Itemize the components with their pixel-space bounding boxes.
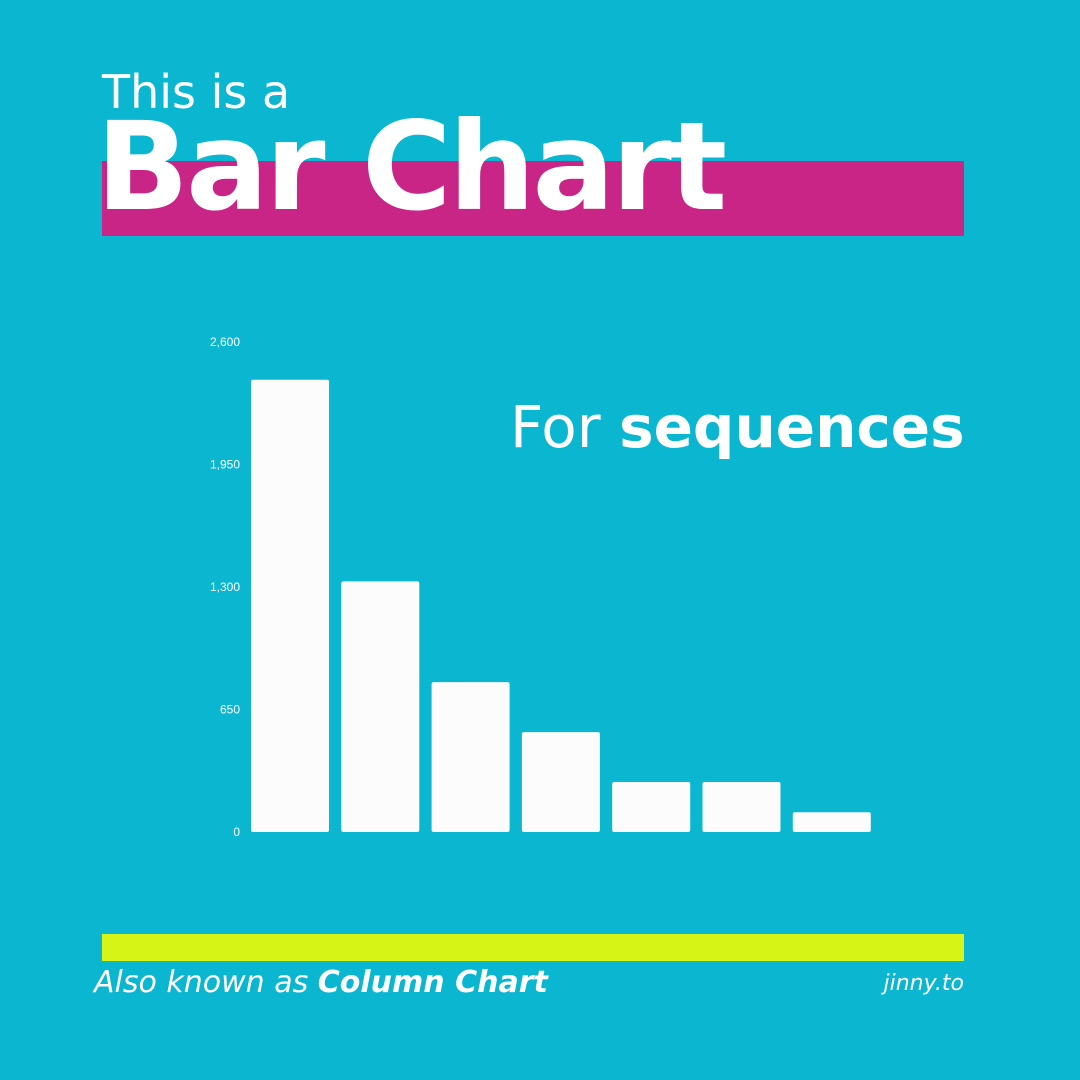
y-tick-label: 1,950 [210,458,240,472]
bar-4 [521,732,600,832]
y-tick-label: 650 [220,703,240,717]
callout-emphasis: sequences [619,393,965,461]
footer-site: jinny.to [883,971,964,996]
footer-alias-prefix: Also known as [94,965,318,1000]
y-axis: 0 650 1,300 1,950 2,600 [210,335,240,839]
y-tick-label: 2,600 [210,335,240,349]
bar-1 [251,379,329,832]
bar-series [251,379,871,832]
bar-3 [431,682,510,832]
y-tick-label: 0 [233,825,240,839]
bar-7 [792,812,871,832]
footer-alias: Also known as Column Chart [94,963,548,1003]
y-tick-label: 1,300 [210,580,240,594]
callout-prefix: For [510,393,620,461]
bar-2 [341,581,420,832]
bar-6 [702,782,781,832]
headline-intro: This is a [102,65,291,119]
footer-alias-name: Column Chart [317,965,548,1000]
bar-5 [612,782,691,832]
headline-title: Bar Chart [96,96,727,238]
footer-accent-bar [102,934,964,961]
chart-callout: For sequences [510,392,965,462]
headline-highlight-band [102,161,964,236]
